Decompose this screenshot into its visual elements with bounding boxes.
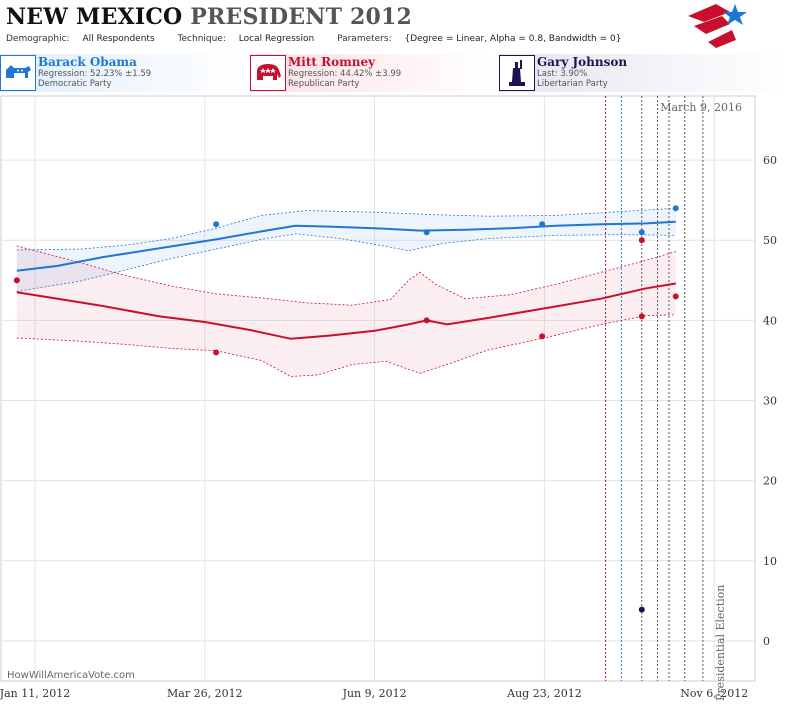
x-tick-label: Nov 6, 2012 bbox=[680, 687, 748, 700]
mitt-romney-upper-bound bbox=[16, 245, 676, 306]
candidate-name: Gary Johnson bbox=[537, 55, 628, 69]
technique-label: Technique: bbox=[177, 34, 226, 44]
demographic-label: Demographic: bbox=[6, 34, 70, 44]
mitt-romney-poll-point bbox=[539, 333, 546, 340]
candidate-name: Barack Obama bbox=[38, 55, 137, 69]
star-logo-icon bbox=[688, 4, 747, 48]
poll-chart: 0 10 20 30 40 50 60 Jan 11, 2012 Mar 26, 2012 Jun… bbox=[0, 95, 777, 704]
y-tick-label: 20 bbox=[763, 475, 777, 488]
plot-frame bbox=[0, 95, 756, 682]
y-tick-label: 50 bbox=[763, 234, 777, 247]
candidate-party: Republican Party bbox=[288, 79, 360, 89]
title-year: 2012 bbox=[350, 4, 413, 30]
candidate-romney[interactable]: Mitt Romney Regression: 44.42% ±3.99 Rep… bbox=[250, 54, 496, 92]
title-race: PRESIDENT bbox=[190, 4, 343, 30]
barack-obama-poll-point bbox=[672, 205, 679, 212]
barack-obama-poll-point bbox=[539, 221, 546, 228]
barack-obama-poll-point bbox=[638, 229, 645, 236]
title-state: NEW MEXICO bbox=[6, 4, 183, 30]
donkey-icon bbox=[0, 55, 36, 91]
candidate-johnson[interactable]: Gary Johnson Last: 3.90% Libertarian Par… bbox=[499, 54, 789, 92]
barack-obama-upper-bound bbox=[16, 207, 676, 251]
mitt-romney-poll-point bbox=[638, 237, 645, 244]
candidate-party: Democratic Party bbox=[38, 79, 112, 89]
x-tick-label: Mar 26, 2012 bbox=[167, 687, 243, 700]
elephant-icon bbox=[250, 55, 286, 91]
mitt-romney-confidence-band bbox=[16, 245, 676, 377]
demographic-value: All Respondents bbox=[82, 34, 155, 44]
candidate-obama[interactable]: Barack Obama Regression: 52.23% ±1.59 De… bbox=[0, 54, 246, 92]
candidate-stat: Last: 3.90% bbox=[537, 69, 588, 79]
gary-johnson-poll-point bbox=[638, 606, 645, 613]
mitt-romney-poll-point bbox=[672, 293, 679, 300]
x-tick-label: Jan 11, 2012 bbox=[0, 687, 70, 700]
barack-obama-lower-bound bbox=[16, 233, 676, 292]
candidate-party: Libertarian Party bbox=[537, 79, 608, 89]
y-tick-label: 30 bbox=[763, 395, 777, 408]
mitt-romney-lower-bound bbox=[16, 314, 676, 377]
y-tick-label: 0 bbox=[763, 635, 770, 648]
mitt-romney-poll-point bbox=[638, 313, 645, 320]
barack-obama-poll-point bbox=[423, 229, 430, 236]
mitt-romney-poll-point bbox=[13, 277, 20, 284]
parameters-value: {Degree = Linear, Alpha = 0.8, Bandwidth… bbox=[404, 34, 622, 44]
candidate-stat: Regression: 52.23% ±1.59 bbox=[38, 69, 152, 79]
y-tick-label: 60 bbox=[763, 154, 777, 167]
candidate-legend: Barack Obama Regression: 52.23% ±1.59 De… bbox=[0, 54, 789, 92]
technique-value: Local Regression bbox=[238, 34, 315, 44]
x-tick-label: Jun 9, 2012 bbox=[342, 687, 407, 700]
y-tick-label: 10 bbox=[763, 555, 777, 568]
parameters-line: Demographic: All Respondents Technique: … bbox=[6, 34, 641, 44]
parameters-label: Parameters: bbox=[337, 34, 392, 44]
mitt-romney-poll-point bbox=[213, 349, 220, 356]
x-tick-label: Aug 23, 2012 bbox=[506, 687, 582, 700]
candidate-name: Mitt Romney bbox=[288, 55, 376, 69]
page-title: NEW MEXICO PRESIDENT 2012 bbox=[6, 4, 412, 30]
statue-of-liberty-icon bbox=[499, 55, 535, 91]
mitt-romney-trend-line bbox=[16, 282, 676, 340]
barack-obama-trend-line bbox=[16, 220, 676, 272]
watermark: HowWillAmericaVote.com bbox=[7, 670, 135, 681]
barack-obama-poll-point bbox=[213, 221, 220, 228]
header: NEW MEXICO PRESIDENT 2012 Demographic: A… bbox=[0, 0, 789, 52]
candidate-stat: Regression: 44.42% ±3.99 bbox=[288, 69, 402, 79]
election-label: NM Presidential Election bbox=[714, 585, 727, 704]
y-tick-label: 40 bbox=[763, 314, 777, 327]
mitt-romney-poll-point bbox=[423, 317, 430, 324]
annotation-date: March 9, 2016 bbox=[660, 101, 742, 114]
